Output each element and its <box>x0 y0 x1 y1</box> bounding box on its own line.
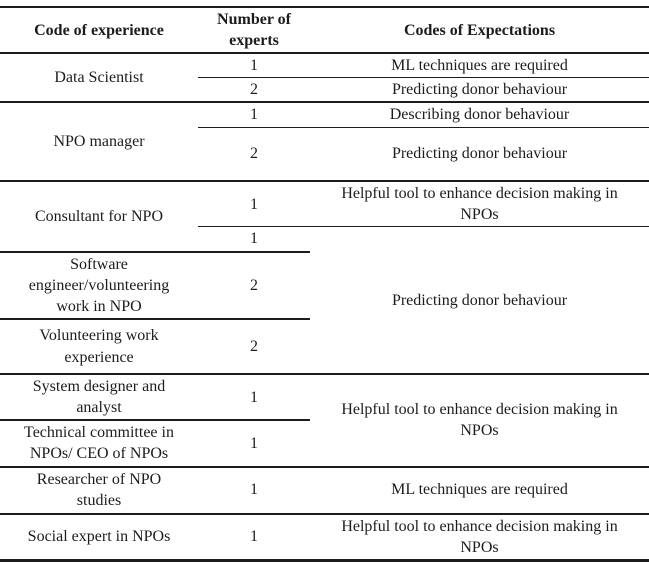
experience-cell: Data Scientist <box>0 53 198 104</box>
table-row: Volunteering work experience 2 <box>0 319 649 376</box>
experience-cell: Researcher of NPO studies <box>0 466 198 515</box>
experts-cell: 1 <box>198 53 310 79</box>
experts-cell: 2 <box>198 127 310 183</box>
experts-cell: 2 <box>198 319 310 376</box>
table-row: Technical committee in NPOs/ CEO of NPOs… <box>0 420 649 468</box>
table-row: Social expert in NPOs 1 Helpful tool to … <box>0 514 649 561</box>
experience-cell: Software engineer/volunteering work in N… <box>0 251 198 321</box>
expectation-cell: Predicting donor behaviour <box>310 127 649 183</box>
experts-cell: 1 <box>198 226 310 253</box>
table-row: Data Scientist 1 ML techniques are requi… <box>0 53 649 104</box>
header-code-of-experience: Code of experience <box>0 7 198 55</box>
experts-cell: 1 <box>198 466 310 515</box>
experts-cell: 1 <box>198 181 310 228</box>
expectation-cell: Helpful tool to enhance decision making … <box>341 517 618 556</box>
expectation-cell: Describing donor behaviour <box>310 102 649 128</box>
expectation-cell: Helpful tool to enhance decision making … <box>310 181 649 228</box>
expectation-cell: Helpful tool to enhance decision making … <box>310 374 649 468</box>
table-row: NPO manager 1 Describing donor behaviour <box>0 102 649 183</box>
experts-cell: 1 <box>198 102 310 128</box>
experts-cell: 1 <box>198 374 310 422</box>
table-row: 2 Predicting donor behaviour <box>0 127 649 183</box>
expectation-cell: ML techniques are required <box>310 466 649 515</box>
experience-cell: System designer and analyst <box>0 374 198 422</box>
experts-cell: 2 <box>198 251 310 321</box>
header-number-of-experts: Number of experts <box>198 7 310 55</box>
table-row: System designer and analyst 1 Helpful to… <box>0 374 649 468</box>
table-row: 1 Predicting donor behaviour <box>0 226 649 376</box>
table-row: Software engineer/volunteering work in N… <box>0 251 649 321</box>
header-row: Code of experience Number of experts Cod… <box>0 7 649 55</box>
experience-expectations-table: Code of experience Number of experts Cod… <box>0 6 649 562</box>
table-row: Consultant for NPO 1 Helpful tool to enh… <box>0 181 649 253</box>
experts-cell: 2 <box>198 77 310 104</box>
table-row: 2 Predicting donor behaviour <box>0 77 649 104</box>
experts-cell: 1 <box>250 528 258 546</box>
expectation-cell: Predicting donor behaviour <box>310 226 649 376</box>
experience-cell: Consultant for NPO <box>0 181 198 253</box>
experience-cell: Volunteering work experience <box>0 319 198 376</box>
expectation-cell: ML techniques are required <box>310 53 649 79</box>
experience-cell: Social expert in NPOs <box>27 528 171 546</box>
expectation-cell: Predicting donor behaviour <box>310 77 649 104</box>
header-codes-of-expectations: Codes of Expectations <box>310 7 649 55</box>
experts-cell: 1 <box>198 420 310 468</box>
experience-cell: NPO manager <box>0 102 198 183</box>
table-row: Researcher of NPO studies 1 ML technique… <box>0 466 649 515</box>
experience-cell: Technical committee in NPOs/ CEO of NPOs <box>0 420 198 468</box>
